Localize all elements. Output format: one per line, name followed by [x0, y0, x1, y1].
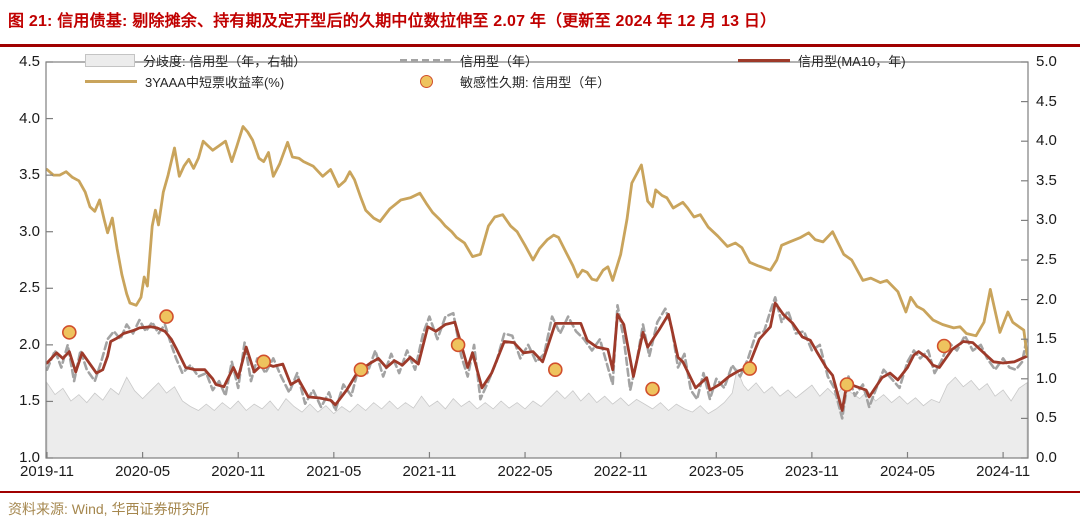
right-axis-tick-label: 0.0 [1036, 449, 1057, 466]
x-axis-tick-label: 2024-05 [879, 463, 936, 480]
x-axis-tick-label: 2023-05 [688, 463, 744, 480]
sensitive-duration-dot [547, 362, 563, 378]
title-divider-rule [0, 44, 1080, 47]
left-axis-tick-label: 3.5 [19, 166, 40, 184]
right-axis-tick-label: 2.5 [1036, 251, 1057, 268]
ma10-duration-line [45, 301, 1029, 412]
yield-line [45, 125, 1029, 357]
x-axis-tick-label: 2022-05 [497, 463, 553, 480]
legend-item-sensitive-duration: 敏感性久期: 信用型（年） [400, 73, 610, 90]
right-axis-tick-label: 4.0 [1036, 132, 1057, 150]
sensitive-duration-dot [353, 362, 369, 378]
sensitive-duration-dot [450, 337, 466, 353]
x-axis-tick-label: 2019-11 [20, 463, 74, 480]
sensitive-duration-dot [62, 325, 77, 340]
sensitive-duration-dot [159, 309, 174, 324]
right-axis-tick-label: 4.5 [1036, 92, 1057, 110]
left-axis-tick-label: 4.0 [19, 109, 40, 127]
right-axis-tick-label: 1.5 [1036, 330, 1057, 348]
left-axis-tick-label: 3.0 [19, 222, 40, 240]
sensitive-duration-dot [742, 361, 758, 376]
area-swatch-icon [85, 54, 135, 67]
legend-label: 信用型（年） [460, 54, 539, 69]
x-axis-tick-label: 2021-11 [402, 463, 457, 480]
legend-label: 3YAAA中短票收益率(%) [145, 75, 285, 90]
red-line-swatch-icon [738, 59, 790, 62]
data-source-note: 资料来源: Wind, 华西证券研究所 [8, 501, 210, 517]
right-axis-tick-label: 5.0 [1036, 53, 1057, 70]
legend-item-ma10: 信用型(MA10，年) [738, 52, 906, 69]
left-axis-tick-label: 1.5 [19, 392, 40, 410]
divergence-area [46, 367, 1028, 459]
legend-item-yield: 3YAAA中短票收益率(%) [85, 73, 284, 90]
x-axis-tick-label: 2023-11 [784, 463, 839, 480]
left-axis-tick-label: 2.5 [19, 279, 40, 297]
gold-line-swatch-icon [85, 80, 137, 83]
legend-label: 信用型(MA10，年) [798, 54, 906, 69]
left-axis-tick-label: 2.0 [19, 335, 40, 353]
dashed-line-swatch-icon [400, 59, 452, 62]
right-axis-tick-label: 3.0 [1036, 211, 1057, 229]
legend-label: 分歧度: 信用型（年，右轴） [143, 54, 307, 69]
x-axis-tick-label: 2024-11 [976, 463, 1031, 480]
sensitive-duration-dot [645, 381, 660, 397]
sensitive-duration-dot [936, 338, 952, 354]
legend-label: 敏感性久期: 信用型（年） [460, 75, 611, 90]
sensitive-duration-dot [256, 354, 272, 370]
left-axis-tick-label: 1.0 [19, 449, 40, 466]
x-axis-tick-label: 2022-11 [593, 463, 648, 480]
footer-divider-rule [0, 491, 1080, 493]
right-axis-tick-label: 3.5 [1036, 171, 1057, 189]
figure-title: 图 21: 信用债基: 剔除摊余、持有期及定开型后的久期中位数拉伸至 2.07 … [8, 13, 777, 30]
x-axis-tick-label: 2020-05 [115, 463, 171, 480]
right-axis-tick-label: 0.5 [1036, 409, 1057, 427]
tick-marks [46, 61, 1028, 459]
sensitive-duration-dots [62, 309, 952, 397]
x-axis-tick-label: 2021-05 [306, 463, 362, 480]
right-axis-tick-label: 1.0 [1036, 369, 1057, 387]
left-axis-tick-label: 4.5 [19, 53, 40, 70]
x-axis-tick-label: 2020-11 [211, 463, 266, 480]
sensitive-duration-dot [839, 377, 855, 392]
dot-swatch-icon [400, 75, 452, 88]
legend-item-raw-duration: 信用型（年） [400, 52, 538, 69]
right-axis-tick-label: 2.0 [1036, 290, 1057, 308]
legend-item-divergence: 分歧度: 信用型（年，右轴） [85, 52, 306, 69]
